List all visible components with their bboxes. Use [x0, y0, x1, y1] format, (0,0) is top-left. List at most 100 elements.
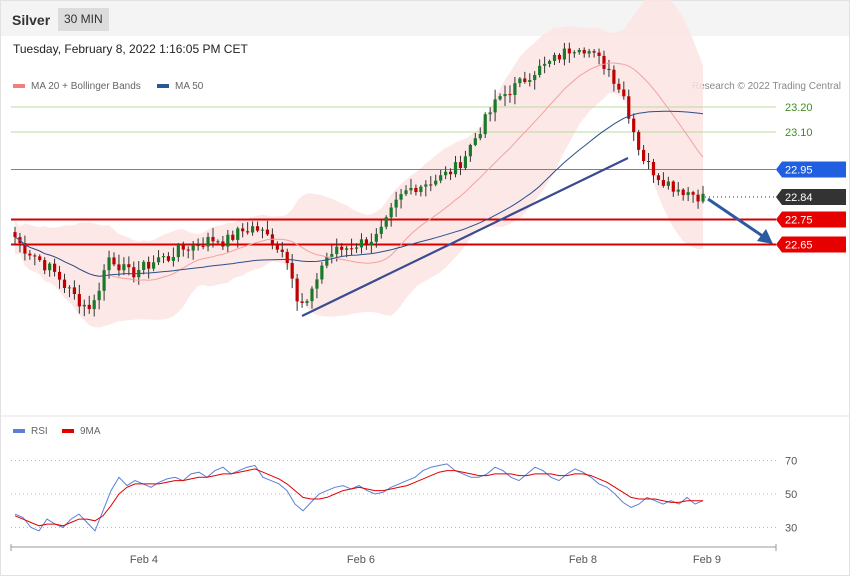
level-tag-3 [776, 189, 846, 205]
candle-body [260, 229, 265, 231]
candle-body [236, 228, 240, 240]
level-tag-4 [776, 211, 846, 228]
candles [13, 42, 705, 317]
ma20-line [14, 62, 704, 281]
level-tag-2 [776, 161, 846, 178]
candle [671, 180, 675, 197]
candle-body [57, 271, 62, 280]
bollinger-band-fill [15, 0, 703, 328]
candle-body [295, 278, 299, 302]
candle-body [147, 261, 151, 269]
candle-body [92, 300, 96, 310]
candle [231, 230, 235, 242]
candle-body [533, 75, 537, 81]
candle [582, 47, 586, 58]
candle [374, 228, 378, 248]
candle [320, 261, 324, 284]
candle-body [241, 228, 245, 232]
candle-body [62, 279, 67, 289]
candle [404, 185, 408, 197]
candle [127, 256, 131, 276]
candle-body [483, 114, 487, 135]
candle-body [369, 241, 373, 246]
candle [429, 176, 433, 192]
candle [597, 48, 601, 65]
candle [686, 187, 690, 202]
candle-body [127, 264, 131, 268]
candle-body [384, 217, 388, 227]
candle [458, 155, 463, 176]
candle-body [72, 287, 76, 295]
candle [221, 235, 225, 250]
candle-body [513, 83, 517, 95]
forecast-arrow-head [757, 229, 773, 244]
candle-body [642, 149, 646, 162]
legend-9ma-swatch [62, 429, 74, 434]
candle [77, 284, 81, 314]
candle-body [335, 246, 339, 255]
candle-body [592, 51, 596, 53]
candle-body [280, 249, 284, 252]
ma50-line [14, 110, 704, 277]
candle-body [325, 256, 329, 266]
candle-body [627, 96, 631, 119]
candle-body [156, 257, 161, 263]
candle-body [409, 187, 413, 191]
candle [637, 129, 641, 156]
candle [463, 150, 468, 171]
credit-text: Research © 2022 Trading Central [691, 81, 841, 92]
candle-body [151, 262, 156, 269]
candle-body [285, 251, 289, 264]
timeframe-badge[interactable]: 30 MIN [58, 8, 109, 31]
legend-ma50: MA 50 [157, 81, 203, 92]
candle [508, 85, 512, 103]
candle [13, 226, 17, 245]
candle [572, 50, 576, 58]
level-label-0: 23.20 [785, 102, 813, 114]
candle-body [547, 60, 552, 64]
candle [241, 223, 245, 238]
candle [265, 220, 270, 236]
rsi-9ma-line [14, 468, 703, 527]
candle [478, 127, 482, 141]
candle [424, 180, 428, 197]
candle-body [216, 241, 220, 243]
candle [622, 81, 626, 100]
candle-body [305, 301, 309, 303]
candle [156, 250, 161, 266]
candle [28, 250, 32, 260]
candle [176, 242, 180, 262]
candle-body [622, 89, 626, 97]
candle-body [473, 138, 477, 145]
candle [557, 53, 562, 63]
candle-body [226, 234, 230, 247]
candle [280, 241, 284, 258]
candle [577, 47, 581, 55]
candle [325, 252, 329, 269]
candle [107, 250, 111, 279]
candle [661, 172, 666, 188]
candle-body [508, 94, 512, 96]
candle [151, 255, 156, 272]
candle-body [478, 134, 482, 139]
candle [315, 273, 319, 299]
candle-body [171, 257, 175, 261]
candle-body [567, 48, 571, 54]
candle [255, 221, 260, 233]
candle-body [597, 52, 601, 56]
candle [132, 261, 136, 283]
candle [587, 48, 591, 58]
candle [181, 241, 185, 257]
candle-body [562, 48, 567, 60]
candle-body [97, 290, 101, 301]
rsi-tick-label-70: 70 [785, 456, 797, 468]
candle [676, 182, 680, 196]
candle-body [538, 65, 542, 76]
candle [171, 247, 175, 267]
x-axis: Feb 4 Feb 6 Feb 8 Feb 9 [10, 544, 777, 566]
candle-body [444, 171, 448, 176]
candle [503, 85, 507, 107]
candle [394, 191, 398, 217]
candle [196, 238, 200, 251]
